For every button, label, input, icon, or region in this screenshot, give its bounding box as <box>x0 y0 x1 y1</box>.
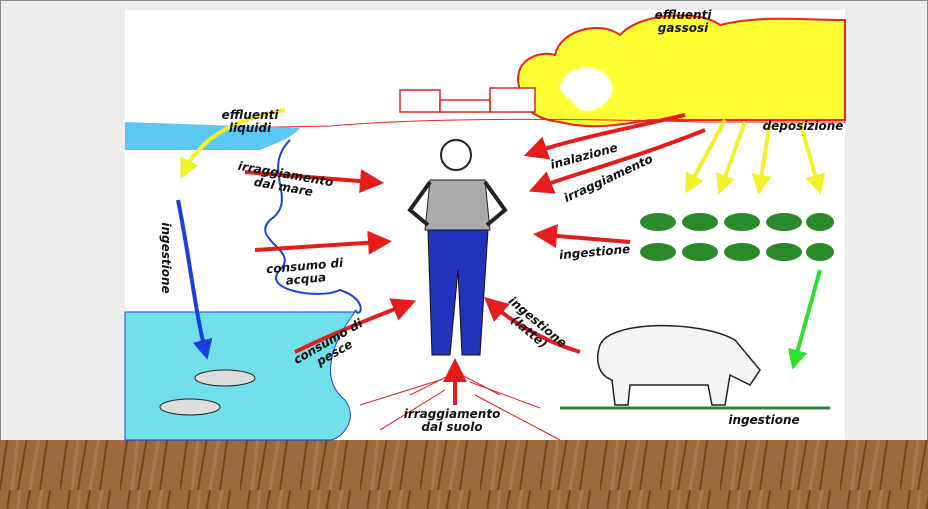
label-line: liquidi <box>229 121 272 135</box>
label: ingestione <box>159 222 173 293</box>
label-line: gassosi <box>658 21 709 35</box>
page: {"labels": { "gassosi": {"lines": ["effl… <box>0 0 928 509</box>
label-line: irraggiamento <box>404 407 501 421</box>
slide: effluentigassosideposizioneeffluentiliqu… <box>0 0 928 509</box>
wood-floor <box>0 440 928 509</box>
label-line: effluenti <box>655 8 713 22</box>
label-line: deposizione <box>763 119 844 133</box>
label-line: dal suolo <box>421 420 482 434</box>
label: deposizione <box>763 119 844 133</box>
label-line: ingestione <box>728 413 799 427</box>
label: ingestione <box>728 413 799 427</box>
label-line: effluenti <box>222 108 280 122</box>
label-line: ingestione <box>159 222 173 293</box>
